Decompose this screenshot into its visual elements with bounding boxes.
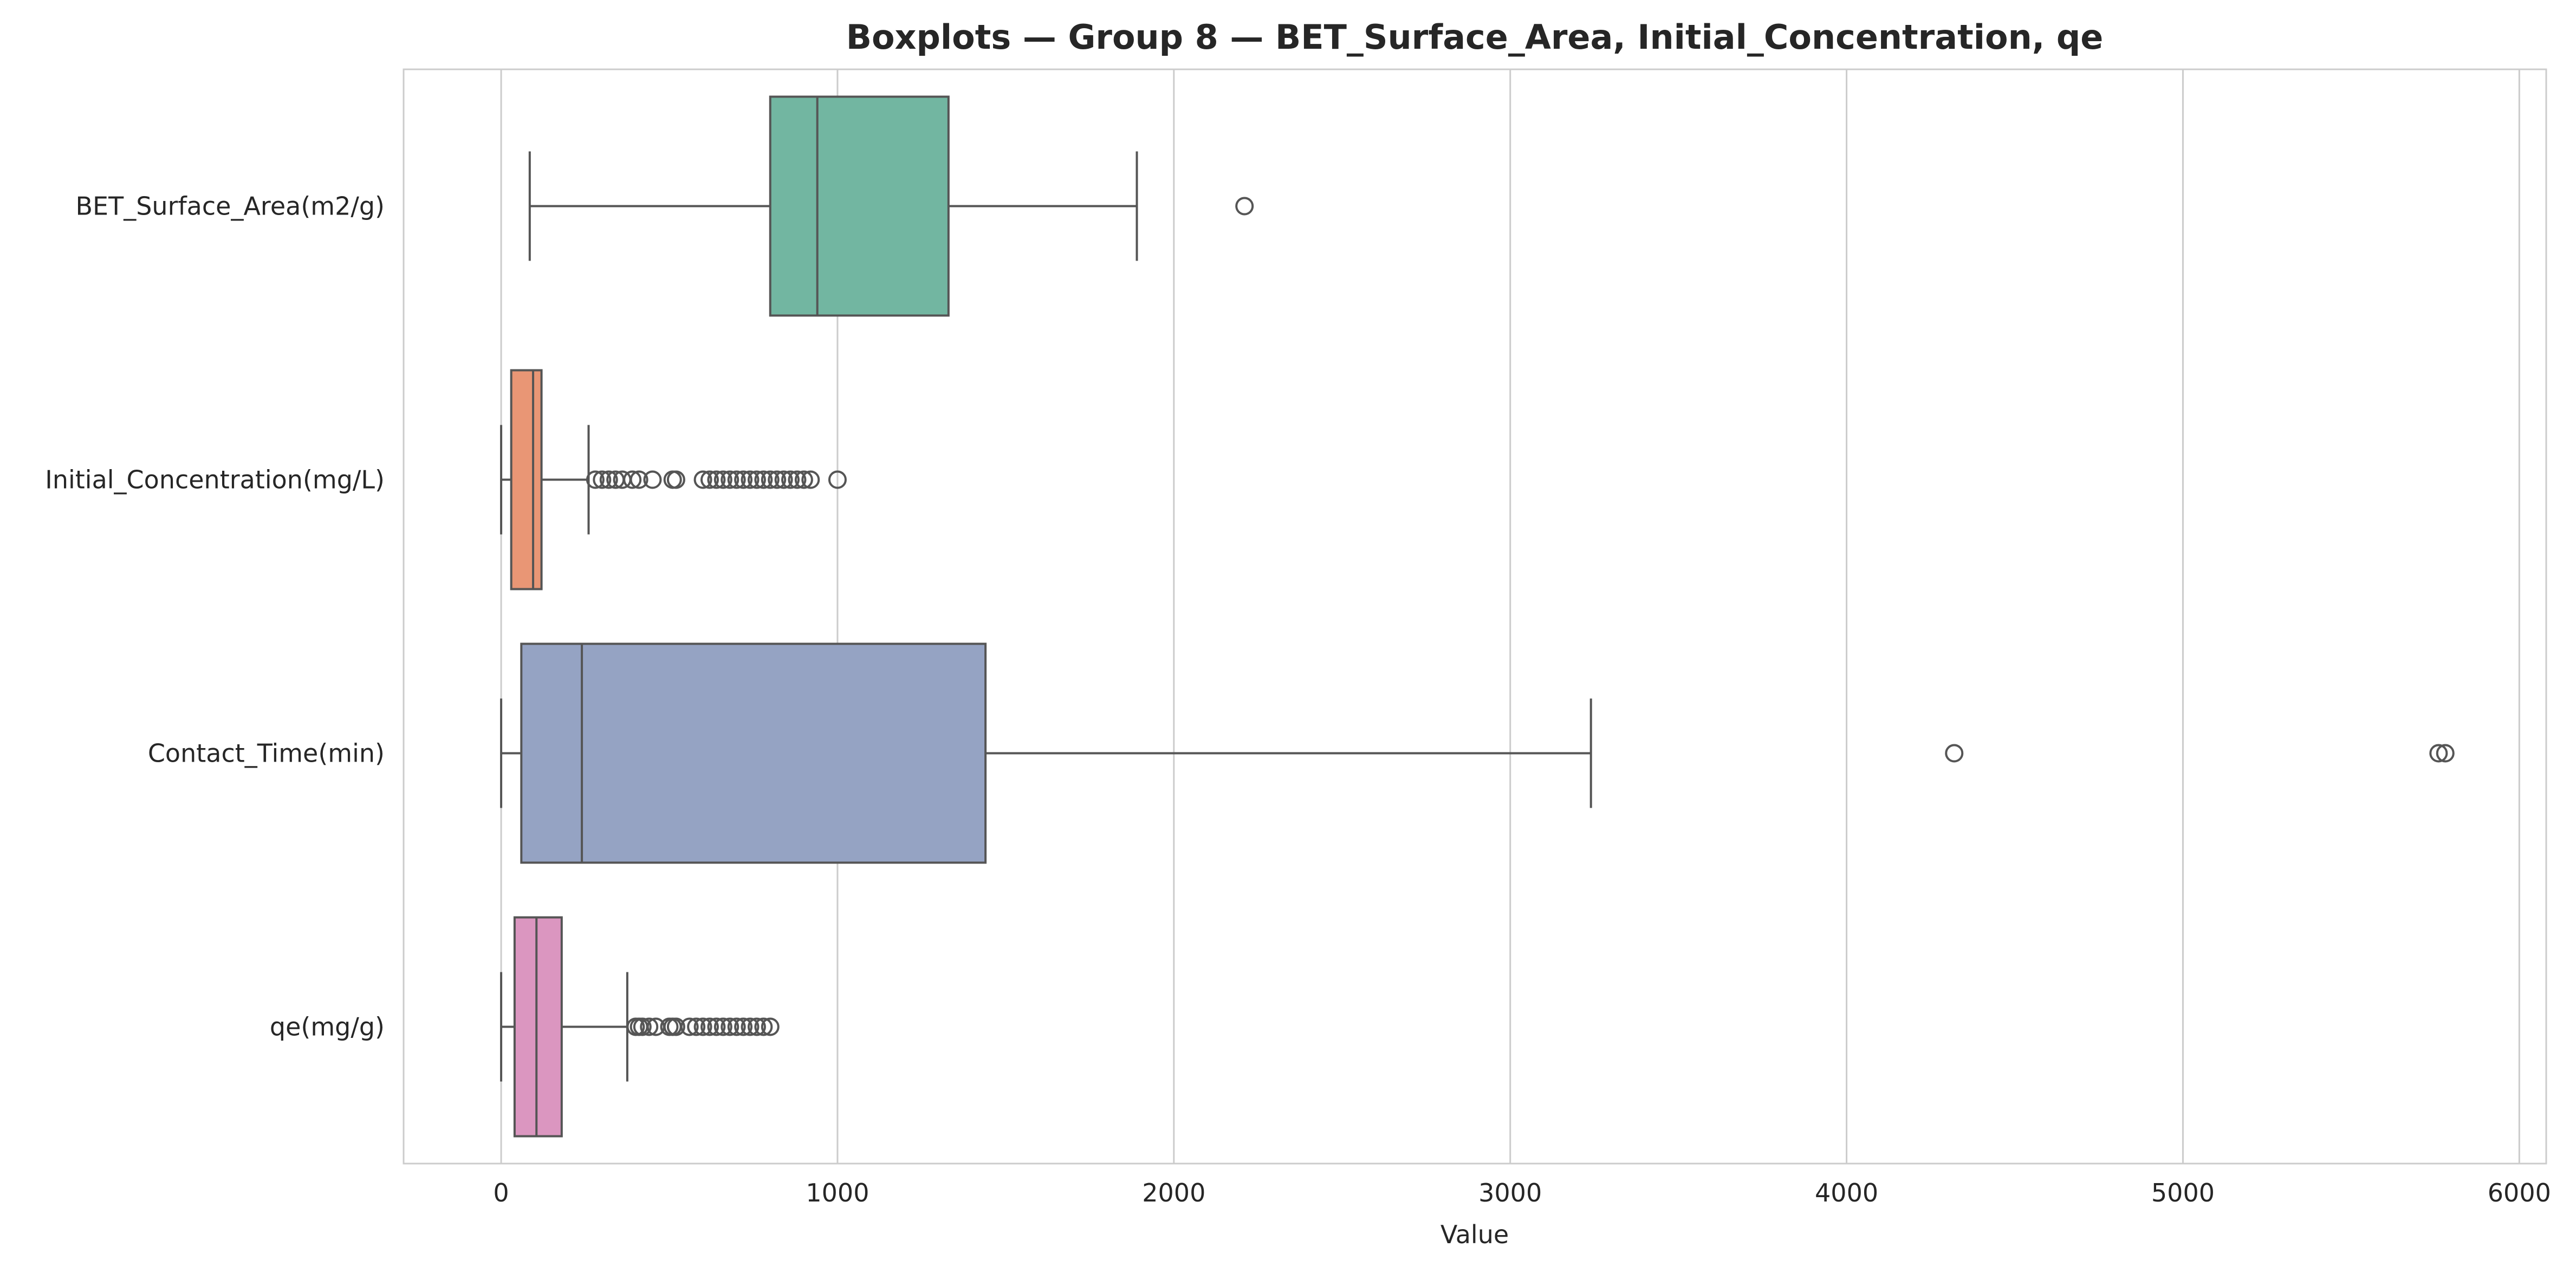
y-tick-label: qe(mg/g) — [270, 1012, 385, 1042]
iqr-box — [510, 369, 543, 590]
outlier-point — [747, 470, 766, 489]
outlier-point — [747, 1017, 766, 1036]
iqr-box — [769, 95, 950, 317]
x-tick-label: 2000 — [1142, 1178, 1205, 1207]
outlier-point — [633, 1017, 652, 1036]
outlier-point — [687, 1017, 706, 1036]
outlier-point — [721, 1017, 739, 1036]
outlier-point — [721, 470, 739, 489]
x-tick-label: 6000 — [2488, 1178, 2551, 1207]
y-tick-label: Initial_Concentration(mg/L) — [45, 465, 385, 495]
box-group — [500, 916, 780, 1138]
outlier-point — [713, 1017, 732, 1036]
outlier-point — [727, 470, 746, 489]
outlier-point — [828, 470, 847, 489]
outlier-point — [761, 1017, 780, 1036]
outlier-point — [623, 470, 642, 489]
outlier-point — [700, 1017, 719, 1036]
outlier-point — [693, 470, 712, 489]
x-tick-label: 1000 — [806, 1178, 869, 1207]
outlier-point — [593, 470, 612, 489]
outlier-point — [741, 1017, 760, 1036]
outlier-point — [727, 1017, 746, 1036]
y-tick-label: Contact_Time(min) — [148, 739, 385, 768]
outlier-point — [788, 470, 807, 489]
outlier-point — [781, 470, 800, 489]
outlier-point — [586, 470, 605, 489]
outlier-point — [640, 1017, 659, 1036]
outlier-point — [707, 1017, 726, 1036]
outlier-point — [741, 470, 760, 489]
iqr-box — [520, 642, 987, 864]
x-axis-label: Value — [1441, 1220, 1509, 1249]
x-tick-label: 3000 — [1478, 1178, 1542, 1207]
tick-labels: 0 1000 2000 3000 4000 5000 6000 BET_Surface_Are… — [45, 192, 2551, 1208]
outlier-point — [774, 470, 793, 489]
outlier-point — [700, 470, 719, 489]
plot-frame — [403, 68, 2547, 1165]
outlier-point — [768, 470, 787, 489]
outlier-point — [693, 1017, 712, 1036]
outlier-point — [599, 470, 618, 489]
outlier-point — [761, 470, 780, 489]
x-tick-label: 4000 — [1815, 1178, 1878, 1207]
x-tick-label: 0 — [493, 1178, 509, 1207]
y-tick-label: BET_Surface_Area(m2/g) — [76, 192, 385, 221]
outlier-point — [734, 470, 753, 489]
iqr-box — [513, 916, 563, 1138]
outlier-point — [666, 1017, 685, 1036]
outlier-point — [630, 470, 648, 489]
outlier-point — [680, 1017, 699, 1036]
outlier-point — [794, 470, 813, 489]
boxes — [500, 95, 2455, 1138]
outlier-point — [1235, 197, 1254, 216]
outlier-point — [754, 470, 773, 489]
x-tick-label: 5000 — [2151, 1178, 2215, 1207]
outlier-point — [666, 470, 685, 489]
box-group — [500, 642, 2455, 864]
outlier-point — [643, 470, 662, 489]
outlier-point — [707, 470, 726, 489]
outlier-point — [801, 470, 820, 489]
chart-title: Boxplots — Group 8 — BET_Surface_Area, I… — [846, 17, 2104, 57]
box-group — [500, 369, 847, 590]
outlier-point — [754, 1017, 773, 1036]
outlier-point — [734, 1017, 753, 1036]
outlier-point — [2429, 744, 2448, 763]
outlier-point — [1945, 744, 1964, 763]
outlier-point — [2436, 744, 2455, 763]
box-group — [528, 95, 1254, 317]
outlier-point — [713, 470, 732, 489]
